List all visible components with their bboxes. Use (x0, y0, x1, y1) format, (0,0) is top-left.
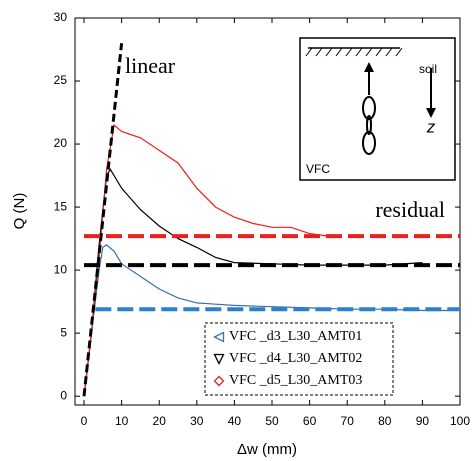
legend-marker (213, 331, 225, 343)
chain-link (366, 115, 372, 135)
arrow-head (426, 108, 436, 118)
x-tick-label: 100 (450, 414, 470, 428)
legend-label: VFC _d5_L30_AMT03 (229, 373, 362, 388)
inset: soil z VFC (299, 37, 456, 181)
annotation: linear (125, 53, 176, 78)
legend-label: VFC _d3_L30_AMT01 (229, 329, 362, 344)
y-tick-label: 30 (54, 10, 68, 24)
y-tick-label: 0 (60, 388, 67, 402)
hatch (305, 47, 403, 57)
x-tick-label: 60 (303, 414, 317, 428)
chain-link (362, 131, 376, 155)
y-tick-label: 15 (54, 199, 68, 213)
y-axis-label: Q (N) (11, 193, 28, 230)
y-tick-label: 20 (54, 136, 68, 150)
x-tick-label: 90 (416, 414, 430, 428)
y-tick-label: 25 (54, 73, 68, 87)
x-tick-label: 20 (153, 414, 167, 428)
y-tick-label: 5 (60, 325, 67, 339)
soil-label: soil (419, 62, 437, 76)
arrow-head (364, 62, 374, 72)
reference-line (82, 43, 124, 397)
legend-marker (213, 375, 225, 387)
x-tick-label: 30 (190, 414, 204, 428)
x-axis-label: Δw (mm) (237, 441, 297, 458)
x-tick-label: 50 (265, 414, 279, 428)
legend: VFC _d3_L30_AMT01 VFC _d4_L30_AMT02 VFC _d… (204, 322, 394, 396)
x-tick-label: 10 (115, 414, 129, 428)
y-tick-label: 10 (54, 262, 68, 276)
legend-marker (213, 353, 225, 365)
z-label: z (426, 117, 436, 136)
vfc-label: VFC (306, 162, 330, 176)
chain-link (362, 96, 376, 120)
legend-box (204, 322, 394, 396)
x-tick-label: 80 (378, 414, 392, 428)
plot-area (74, 17, 461, 406)
x-tick-label: 0 (81, 414, 88, 428)
legend-label: VFC _d4_L30_AMT02 (229, 351, 362, 366)
x-tick-label: 40 (228, 414, 242, 428)
x-tick-label: 70 (341, 414, 355, 428)
plot-frame (74, 17, 461, 406)
annotation: residual (375, 197, 445, 222)
